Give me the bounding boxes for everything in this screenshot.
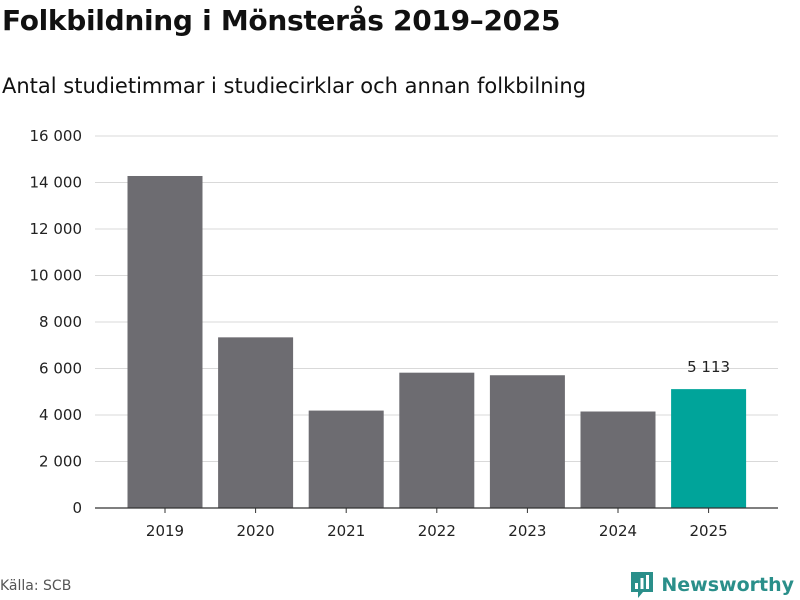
bar-2022 — [399, 372, 475, 508]
x-tick-label: 2020 — [237, 522, 275, 540]
y-tick-label: 16 000 — [30, 127, 83, 145]
y-tick-label: 6 000 — [39, 360, 82, 378]
bar-2025 — [671, 389, 747, 508]
brand-name: Newsworthy — [661, 574, 794, 596]
x-tick-label: 2025 — [690, 522, 728, 540]
y-tick-label: 2 000 — [39, 453, 82, 471]
bars — [127, 175, 747, 509]
bar-2023 — [489, 375, 565, 508]
y-tick-label: 4 000 — [39, 406, 82, 424]
gridlines — [95, 135, 778, 462]
bar-2024 — [580, 411, 656, 508]
x-tick-label: 2021 — [327, 522, 365, 540]
brand-logo: Newsworthy — [629, 570, 794, 600]
bar-2021 — [308, 410, 384, 508]
bar-chart-pin-icon — [631, 572, 654, 598]
y-tick-label: 0 — [72, 499, 82, 517]
chart-title: Folkbildning i Mönsterås 2019–2025 — [2, 4, 561, 37]
bar-2019 — [127, 175, 203, 509]
x-tick-label: 2023 — [508, 522, 546, 540]
labels: 0 2 000 4 000 6 000 8 000 10 000 12 000 14 000 1… — [30, 127, 731, 540]
y-tick-label: 8 000 — [39, 313, 82, 331]
source-note: Källa: SCB — [0, 578, 72, 594]
y-tick-label: 14 000 — [30, 174, 83, 192]
axes — [95, 507, 778, 513]
x-tick-label: 2022 — [418, 522, 456, 540]
y-tick-label: 10 000 — [30, 267, 83, 285]
data-label: 5 113 — [687, 358, 730, 376]
x-tick-label: 2019 — [146, 522, 184, 540]
x-tick-label: 2024 — [599, 522, 637, 540]
chart-subtitle: Antal studietimmar i studiecirklar och a… — [2, 74, 587, 98]
y-tick-label: 12 000 — [30, 220, 83, 238]
bar-2020 — [218, 337, 294, 508]
